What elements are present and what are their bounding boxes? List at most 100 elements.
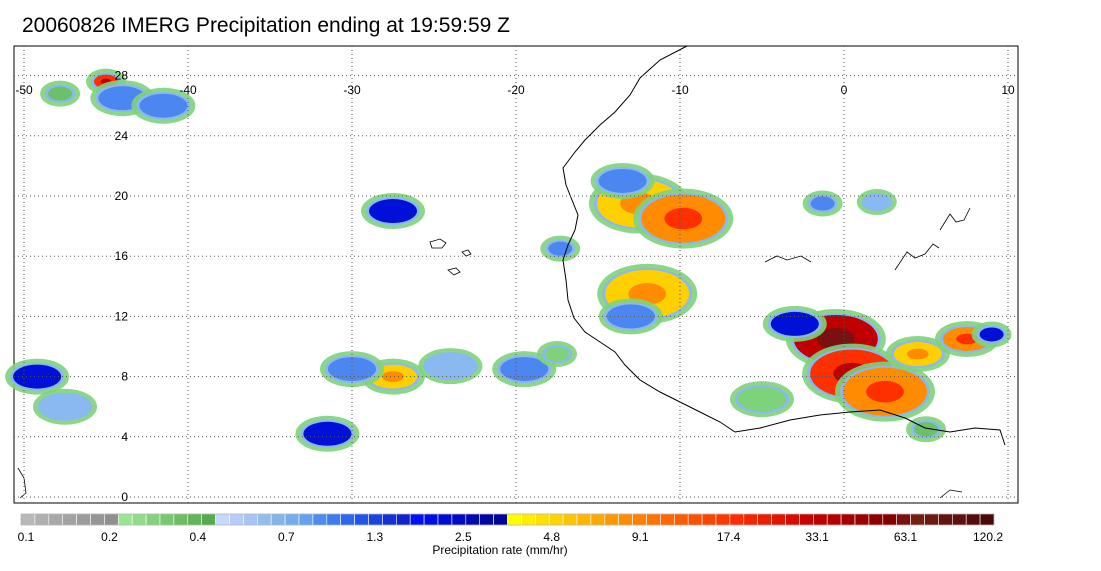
colorbar-swatch — [201, 513, 216, 526]
west-africa-coastline — [562, 45, 1006, 446]
rain-cell — [730, 381, 794, 418]
colorbar-tick-label: 120.2 — [973, 530, 1003, 544]
colorbar-swatch — [187, 513, 203, 526]
lat-tick-label: 12 — [115, 309, 129, 323]
colorbar-tick-label: 0.1 — [18, 530, 35, 544]
colorbar-swatch — [910, 513, 925, 526]
colorbar-swatch — [493, 513, 508, 526]
rain-cell — [802, 190, 843, 217]
colorbar-swatch — [479, 513, 494, 526]
colorbar-swatch — [145, 513, 161, 526]
rain-cell-core — [738, 387, 786, 412]
colorbar-swatch — [771, 513, 786, 526]
axis-labels: -50 -40 -30 -20 -10 0 10 28 24 20 16 12 8 4 0 — [15, 69, 1015, 504]
colorbar-swatch — [465, 513, 480, 526]
colorbar-swatch — [743, 513, 758, 526]
colorbar-swatch — [409, 513, 425, 526]
colorbar-swatch — [812, 513, 828, 526]
river-outline — [939, 489, 963, 499]
rain-cell-core — [13, 364, 62, 389]
colorbar-tick-label: 1.3 — [366, 530, 383, 544]
rain-cell-core — [303, 421, 352, 446]
lon-tick-label: -30 — [343, 83, 361, 97]
rain-cell-peak — [907, 348, 929, 360]
lat-tick-label: 28 — [115, 69, 129, 83]
colorbar-swatch — [229, 513, 244, 526]
colorbar-tick-label: 9.1 — [632, 530, 649, 544]
colorbar-swatch — [840, 513, 856, 526]
rain-cell — [33, 388, 97, 425]
lat-tick-label: 24 — [115, 129, 129, 143]
rain-cell-core — [41, 394, 89, 419]
colorbar-swatch — [131, 513, 147, 526]
colorbar-tick-label: 0.2 — [101, 530, 118, 544]
colorbar-outline — [20, 513, 995, 526]
colorbar-swatch — [576, 513, 592, 526]
colorbar-swatch — [20, 513, 36, 526]
colorbar-swatch — [965, 513, 981, 526]
colorbar-swatch — [298, 513, 314, 526]
colorbar-swatch — [757, 513, 772, 526]
rain-cell-core — [139, 93, 188, 118]
colorbar-swatch — [826, 513, 842, 526]
rain-cell — [320, 351, 384, 388]
colorbar-swatch — [340, 513, 355, 526]
colorbar-swatch — [562, 513, 578, 526]
colorbar-swatch — [729, 513, 745, 526]
colorbar-tick-label: 0.7 — [278, 530, 295, 544]
colorbar-swatch — [715, 513, 731, 526]
rain-cell — [971, 321, 1012, 348]
colorbar-tick-label: 4.8 — [543, 530, 560, 544]
rain-cell-core — [810, 196, 835, 211]
river-outline — [764, 255, 812, 263]
rain-cell — [418, 348, 483, 385]
lat-tick-label: 16 — [115, 249, 129, 263]
rain-cell — [762, 305, 827, 342]
rain-cell-core — [770, 311, 819, 336]
colorbar-swatch — [326, 513, 341, 526]
rain-cell-peak — [382, 371, 404, 382]
rain-cell — [633, 188, 734, 249]
map-title: 20060826 IMERG Precipitation ending at 1… — [22, 14, 510, 37]
rain-cell-core — [369, 199, 417, 224]
colorbar-swatch — [924, 513, 939, 526]
colorbar-tick-label: 33.1 — [805, 530, 829, 544]
colorbar-tick-labels: 0.1 0.2 0.4 0.7 1.3 2.5 4.8 9.1 17.4 33.1 63.1 120.… — [18, 530, 1004, 544]
colorbar-tick-label: 63.1 — [894, 530, 918, 544]
colorbar-swatch — [979, 513, 995, 526]
lon-tick-label: -50 — [15, 83, 33, 97]
colorbar-swatch — [687, 513, 703, 526]
colorbar-swatch — [534, 513, 550, 526]
colorbar-swatch — [423, 513, 439, 526]
colorbar-tick-label: 2.5 — [455, 530, 472, 544]
colorbar-swatch — [118, 513, 133, 526]
colorbar-swatch — [646, 513, 661, 526]
rain-cell-core — [864, 195, 889, 210]
lon-tick-label: -40 — [179, 83, 197, 97]
rain-cell — [540, 235, 581, 262]
rain-cell — [492, 351, 557, 388]
lon-tick-label: 10 — [1001, 83, 1015, 97]
colorbar-swatch — [938, 513, 953, 526]
colorbar-swatch — [590, 513, 606, 526]
colorbar-swatch — [243, 513, 258, 526]
colorbar-swatches — [20, 513, 995, 526]
rain-cell-core — [328, 357, 376, 382]
colorbar-swatch — [312, 513, 328, 526]
lon-tick-label: -10 — [671, 83, 689, 97]
colorbar-swatch — [785, 513, 800, 526]
rain-cell-peak — [664, 207, 703, 230]
rain-cell — [361, 193, 425, 230]
colorbar-swatch — [159, 513, 175, 526]
colorbar-swatch — [215, 513, 230, 526]
island-outline — [447, 267, 461, 276]
colorbar-swatch — [451, 513, 467, 526]
rain-cell-core — [426, 354, 475, 379]
colorbar-swatch — [173, 513, 189, 526]
island-outline — [461, 249, 472, 257]
colorbar-swatch — [951, 513, 967, 526]
river-outline — [894, 243, 940, 271]
colorbar-swatch — [368, 513, 383, 526]
